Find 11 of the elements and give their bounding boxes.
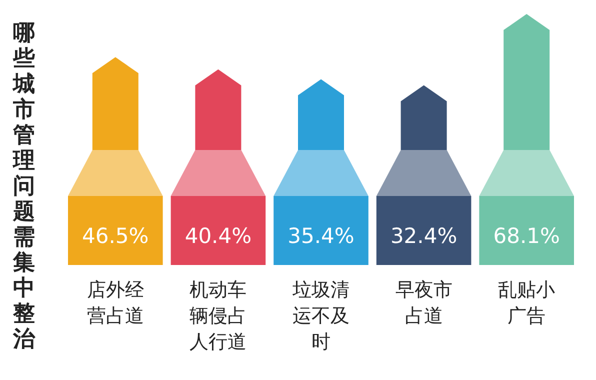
x-tick-label: 早夜市占道 — [395, 279, 452, 327]
data-label: 32.4% — [390, 224, 458, 248]
data-label: 46.5% — [82, 224, 149, 248]
x-tick-label: 机动车辆侵占人行道 — [190, 279, 247, 353]
data-label: 35.4% — [288, 224, 354, 248]
x-tick-label: 店外经营占道 — [86, 279, 144, 327]
chart-title: 哪些城市管理问题需集中整治 — [13, 21, 35, 352]
data-label: 40.4% — [184, 224, 252, 248]
x-tick-label: 乱贴小广告 — [498, 279, 556, 327]
data-label: 68.1% — [493, 224, 560, 248]
x-tick-label: 垃圾清运不及时 — [292, 279, 350, 353]
